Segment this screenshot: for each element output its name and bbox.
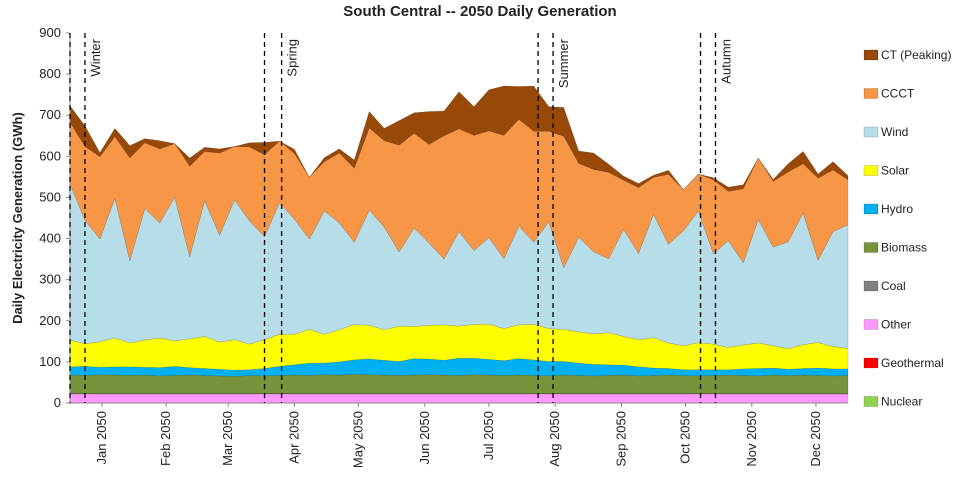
x-tick-label: Jan 2050 xyxy=(94,411,109,465)
legend-swatch xyxy=(864,50,878,60)
season-label: Autumn xyxy=(718,39,733,84)
x-tick-label: Jun 2050 xyxy=(417,411,432,465)
y-tick-label: 800 xyxy=(39,66,61,81)
x-tick-label: Aug 2050 xyxy=(547,411,562,467)
y-tick-label: 500 xyxy=(39,189,61,204)
legend-swatch xyxy=(864,281,878,291)
legend-swatch xyxy=(864,127,878,137)
y-tick-label: 700 xyxy=(39,107,61,122)
y-tick-label: 0 xyxy=(54,395,61,410)
x-tick-label: May 2050 xyxy=(351,411,366,468)
legend-label: Solar xyxy=(881,164,909,178)
x-tick-label: Sep 2050 xyxy=(613,411,628,467)
legend-label: Other xyxy=(881,318,911,332)
legend-label: Coal xyxy=(881,279,906,293)
legend-swatch xyxy=(864,397,878,407)
y-tick-label: 400 xyxy=(39,231,61,246)
y-tick-label: 100 xyxy=(39,354,61,369)
legend-label: Geothermal xyxy=(881,356,944,370)
x-tick-label: Apr 2050 xyxy=(286,411,301,464)
y-tick-label: 600 xyxy=(39,148,61,163)
legend-swatch xyxy=(864,243,878,253)
legend-label: CT (Peaking) xyxy=(881,48,951,62)
legend-label: CCCT xyxy=(881,87,915,101)
x-tick-label: Feb 2050 xyxy=(158,411,173,466)
y-tick-label: 900 xyxy=(39,25,61,40)
x-tick-label: Dec 2050 xyxy=(808,411,823,467)
legend-swatch xyxy=(864,89,878,99)
y-tick-label: 300 xyxy=(39,272,61,287)
legend-label: Biomass xyxy=(881,241,927,255)
x-tick-label: Mar 2050 xyxy=(220,411,235,466)
x-tick-label: Jul 2050 xyxy=(481,411,496,460)
legend-label: Hydro xyxy=(881,202,913,216)
season-label: Spring xyxy=(285,39,300,77)
x-tick-label: Nov 2050 xyxy=(744,411,759,467)
season-label: Winter xyxy=(88,38,103,76)
y-axis-label: Daily Electricity Generation (GWh) xyxy=(10,112,25,324)
legend-swatch xyxy=(864,204,878,214)
chart-title: South Central -- 2050 Daily Generation xyxy=(343,3,616,20)
area xyxy=(70,374,848,393)
y-tick-label: 200 xyxy=(39,313,61,328)
legend-swatch xyxy=(864,320,878,330)
legend-label: Wind xyxy=(881,125,908,139)
area xyxy=(70,394,848,403)
legend-label: Nuclear xyxy=(881,395,922,409)
season-label: Summer xyxy=(556,38,571,88)
x-tick-label: Oct 2050 xyxy=(678,411,693,464)
legend-swatch xyxy=(864,166,878,176)
legend-swatch xyxy=(864,358,878,368)
